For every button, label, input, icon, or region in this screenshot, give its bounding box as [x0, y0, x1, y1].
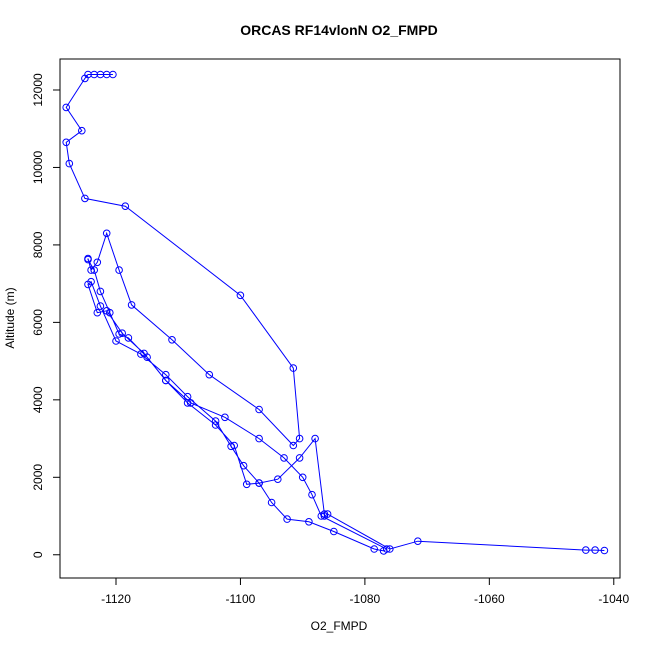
data-point	[186, 399, 195, 407]
data-point	[600, 546, 609, 555]
y-tick-label: 0	[31, 551, 45, 558]
data-point	[96, 302, 105, 310]
data-point	[127, 301, 136, 309]
data-point	[227, 442, 235, 451]
data-point	[81, 194, 89, 203]
x-tick-label: -1040	[598, 592, 629, 606]
data-point	[370, 545, 379, 553]
data-point	[295, 434, 304, 443]
data-point	[65, 159, 74, 168]
data-point	[115, 266, 123, 274]
data-point	[205, 370, 214, 379]
data-point	[112, 337, 120, 345]
x-tick-label: -1120	[101, 592, 131, 606]
y-tick-label: 8000	[31, 231, 45, 258]
data-point	[289, 441, 298, 450]
data-point	[274, 475, 282, 484]
data-point	[93, 258, 102, 267]
data-point	[162, 370, 170, 379]
series-line	[65, 74, 605, 552]
data-point	[255, 479, 263, 487]
data-point	[84, 255, 92, 264]
data-point	[183, 399, 192, 407]
y-tick-label: 12000	[31, 73, 45, 107]
data-point	[283, 515, 291, 523]
data-point	[211, 417, 220, 425]
data-point	[62, 103, 70, 112]
data-point	[414, 537, 422, 546]
data-point	[330, 527, 338, 536]
data-point	[102, 307, 111, 315]
data-point	[137, 350, 145, 358]
data-point	[280, 454, 288, 462]
x-tick-label: -1080	[350, 592, 381, 606]
y-tick-label: 2000	[31, 464, 45, 491]
x-axis-label: O2_FMPD	[311, 619, 368, 633]
data-point	[242, 480, 251, 489]
data-point	[78, 126, 86, 135]
data-point	[289, 364, 298, 372]
data-point	[267, 498, 276, 507]
data-point	[124, 334, 133, 342]
data-point	[62, 138, 70, 147]
y-tick-label: 4000	[31, 386, 45, 413]
data-point	[386, 545, 394, 553]
plot-frame	[59, 58, 621, 579]
y-tick-label: 6000	[31, 309, 45, 336]
data-point	[90, 266, 98, 274]
y-axis: 0 2000 4000 6000 8000 10000 12000	[31, 73, 61, 558]
data-point	[162, 376, 170, 385]
data-point	[236, 291, 245, 300]
data-point	[87, 266, 95, 274]
data-point	[239, 461, 248, 470]
data-point	[93, 308, 102, 317]
y-axis-label: Altitude (m)	[3, 287, 17, 348]
data-point	[255, 434, 263, 443]
data-point	[591, 546, 599, 554]
x-tick-label: -1060	[474, 592, 505, 606]
data-point	[295, 454, 304, 462]
data-point	[211, 421, 220, 429]
y-tick-label: 10000	[31, 150, 45, 184]
data-point	[305, 518, 313, 526]
data-point	[115, 330, 123, 338]
data-point	[81, 74, 89, 83]
data-point	[168, 336, 176, 344]
data-point	[118, 329, 126, 338]
data-point	[96, 287, 105, 296]
data-point	[140, 349, 148, 358]
data-point	[323, 510, 332, 518]
series-points	[62, 70, 609, 555]
data-point	[121, 202, 130, 210]
x-axis: -1120 -1100 -1080 -1060 -1040	[101, 577, 629, 606]
data-point	[320, 510, 329, 518]
data-point	[311, 434, 319, 443]
data-point	[298, 473, 307, 482]
data-point	[221, 413, 229, 422]
data-point	[230, 441, 238, 450]
data-point	[102, 229, 111, 238]
chart-title: ORCAS RF14vlonN O2_FMPD	[240, 22, 438, 38]
x-tick-label: -1100	[226, 592, 256, 606]
data-point	[84, 280, 92, 289]
data-point	[255, 405, 263, 414]
data-point	[582, 546, 590, 554]
data-point	[308, 490, 316, 499]
